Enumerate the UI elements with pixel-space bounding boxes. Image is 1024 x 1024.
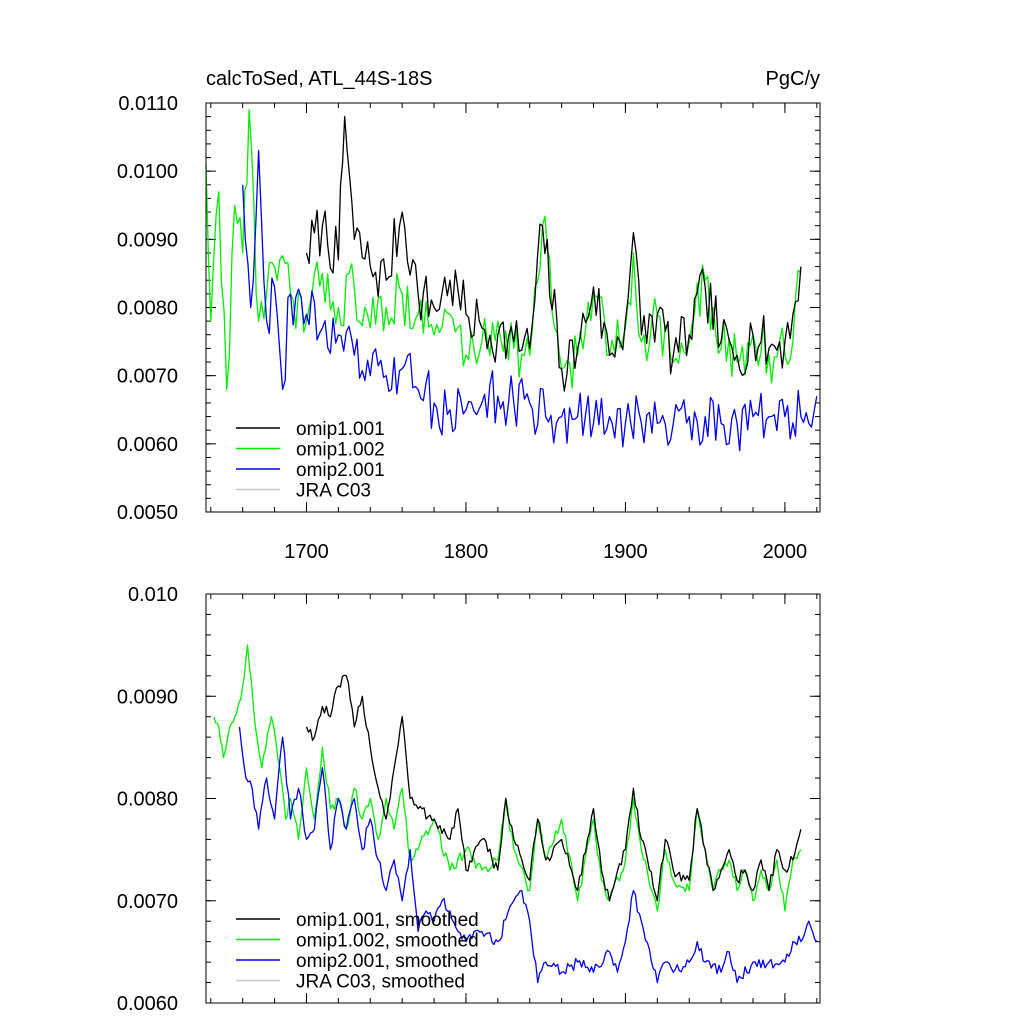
bottom-panel-legend-label: omip1.002, smoothed <box>296 931 479 952</box>
bottom-panel-ytick-label: 0.0090 <box>117 686 178 708</box>
top-panel-legend-label: omip1.001 <box>296 419 385 440</box>
top-panel-xtick-label: 2000 <box>763 541 808 563</box>
top-panel-xtick-label: 1700 <box>284 541 329 563</box>
top-panel-series-omip1-002 <box>205 109 802 390</box>
bottom-panel-ytick-label: 0.0080 <box>117 789 178 811</box>
bottom-panel-plot-area <box>213 644 818 984</box>
top-panel-ytick-label: 0.0090 <box>117 229 178 251</box>
top-panel-title: calcToSed, ATL_44S-18S <box>206 68 432 90</box>
bottom-panel-ytick-label: 0.0070 <box>117 891 178 913</box>
top-panel-series-omip2-001 <box>242 150 818 452</box>
bottom-panel-legend-label: omip2.001, smoothed <box>296 951 479 972</box>
top-panel-ytick-label: 0.0050 <box>117 502 178 524</box>
bottom-panel-series-omip1-002-smoothed <box>213 644 802 912</box>
top-panel-units: PgC/y <box>766 68 820 90</box>
top-panel-xtick-label: 1800 <box>444 541 489 563</box>
bottom-panel-series-omip2-001-smoothed <box>238 726 818 984</box>
top-panel-ytick-label: 0.0080 <box>117 298 178 320</box>
top-panel: calcToSed, ATL_44S-18S PgC/y 0.0050 0.006… <box>117 68 821 563</box>
top-panel-ytick-label: 0.0100 <box>117 161 178 183</box>
top-panel-ytick-label: 0.0110 <box>118 93 178 115</box>
top-panel-legend-label: JRA C03 <box>296 481 371 502</box>
top-panel-plot-area <box>205 109 818 452</box>
bottom-panel: 0.0060 0.0070 0.0080 0.0090 0.010 omip1.001,… <box>117 584 821 1015</box>
top-panel-ytick-label: 0.0070 <box>117 366 178 388</box>
top-panel-series-omip1-001 <box>305 115 802 392</box>
bottom-panel-series-omip1-001-smoothed <box>305 674 802 902</box>
top-panel-frame <box>205 102 821 513</box>
top-panel-legend-label: omip2.001 <box>296 460 385 481</box>
top-panel-xtick-label: 1900 <box>603 541 648 563</box>
bottom-panel-ytick-label: 0.010 <box>128 584 178 606</box>
top-panel-legend-label: omip1.002 <box>296 440 385 461</box>
bottom-panel-frame <box>205 593 821 1004</box>
bottom-panel-ticks: 0.0060 0.0070 0.0080 0.0090 0.010 <box>117 584 820 1015</box>
bottom-panel-legend-label: JRA C03, smoothed <box>296 972 465 993</box>
bottom-panel-ytick-label: 0.0060 <box>117 993 178 1015</box>
bottom-panel-legend-label: omip1.001, smoothed <box>296 910 479 931</box>
top-panel-ytick-label: 0.0060 <box>117 434 178 456</box>
